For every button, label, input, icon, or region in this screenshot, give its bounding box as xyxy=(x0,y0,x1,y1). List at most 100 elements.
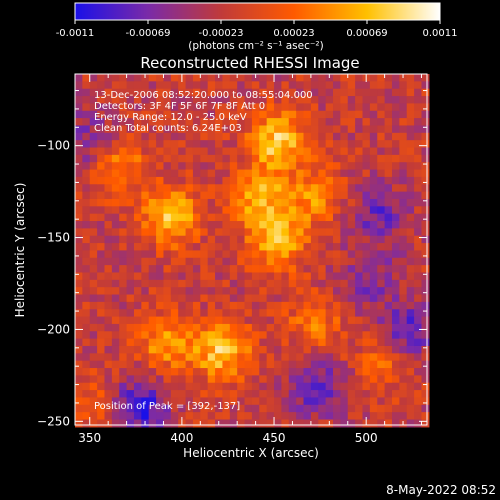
heatmap-cell xyxy=(244,287,253,296)
heatmap-cell xyxy=(414,345,423,354)
heatmap-cell xyxy=(97,154,106,163)
heatmap-cell xyxy=(89,96,98,104)
heatmap-cell xyxy=(141,125,150,134)
heatmap-cell xyxy=(111,235,120,244)
heatmap-cell xyxy=(133,301,142,310)
heatmap-cell xyxy=(170,243,179,252)
heatmap-cell xyxy=(141,96,150,104)
heatmap-cell xyxy=(384,368,393,376)
heatmap-cell xyxy=(384,390,393,399)
heatmap-cell xyxy=(111,221,120,229)
heatmap-cell xyxy=(310,316,319,325)
heatmap-cell xyxy=(274,243,283,252)
heatmap-cell xyxy=(266,360,275,369)
heatmap-cell xyxy=(185,375,194,384)
heatmap-cell xyxy=(170,81,179,90)
heatmap-cell xyxy=(296,250,305,259)
heatmap-cell xyxy=(303,132,312,141)
heatmap-cell xyxy=(185,206,194,215)
heatmap-cell xyxy=(82,176,91,185)
heatmap-cell xyxy=(266,243,275,252)
heatmap-cell xyxy=(163,309,172,318)
heatmap-cell xyxy=(266,257,275,266)
heatmap-cell xyxy=(207,309,216,318)
heatmap-cell xyxy=(384,228,393,237)
heatmap-cell xyxy=(288,287,297,296)
heatmap-cell xyxy=(347,213,356,222)
heatmap-cell xyxy=(75,125,83,134)
heatmap-cell xyxy=(133,221,142,229)
heatmap-cell xyxy=(288,198,297,207)
heatmap-cell xyxy=(266,265,275,274)
heatmap-cell xyxy=(333,412,341,421)
heatmap-cell xyxy=(148,338,157,347)
heatmap-cell xyxy=(229,132,238,141)
heatmap-cell xyxy=(119,257,128,266)
heatmap-cell xyxy=(104,221,113,229)
heatmap-cell xyxy=(148,132,157,141)
heatmap-cell xyxy=(111,110,120,119)
heatmap-cell xyxy=(126,228,135,237)
heatmap-cell xyxy=(222,221,231,229)
heatmap-cell xyxy=(148,412,157,421)
heatmap-cell xyxy=(75,213,83,222)
heatmap-cell xyxy=(355,301,364,310)
heatmap-cell xyxy=(347,368,356,376)
heatmap-cell xyxy=(126,140,135,149)
heatmap-cell xyxy=(89,250,98,259)
heatmap-cell xyxy=(303,81,312,90)
heatmap-cell xyxy=(156,191,165,200)
heatmap-cell xyxy=(89,125,98,134)
heatmap-cell xyxy=(163,294,172,303)
heatmap-cell xyxy=(133,360,142,369)
heatmap-cell xyxy=(75,140,83,149)
heatmap-cell xyxy=(399,323,408,332)
heatmap-cell xyxy=(126,382,135,391)
heatmap-cell xyxy=(156,162,165,171)
heatmap-cell xyxy=(104,81,113,90)
heatmap-cell xyxy=(303,360,312,369)
heatmap-cell xyxy=(310,169,319,178)
heatmap-cell xyxy=(406,96,415,104)
heatmap-cell xyxy=(133,265,142,274)
heatmap-cell xyxy=(163,390,172,399)
heatmap-cell xyxy=(421,353,430,362)
heatmap-cell xyxy=(296,345,305,354)
heatmap-cell xyxy=(75,221,83,229)
heatmap-cell xyxy=(237,309,246,318)
heatmap-cell xyxy=(244,279,253,288)
heatmap-cell xyxy=(192,390,201,399)
heatmap-cell xyxy=(141,169,150,178)
heatmap-cell xyxy=(399,375,408,384)
heatmap-cell xyxy=(141,228,150,237)
heatmap-cell xyxy=(355,272,364,281)
heatmap-cell xyxy=(333,250,341,259)
heatmap-cell xyxy=(192,154,201,163)
heatmap-cell xyxy=(156,250,165,259)
heatmap-cell xyxy=(215,257,224,266)
heatmap-cell xyxy=(325,323,334,332)
heatmap-cell xyxy=(156,221,165,229)
heatmap-cell xyxy=(266,353,275,362)
heatmap-cell xyxy=(185,345,194,354)
heatmap-cell xyxy=(192,125,201,134)
heatmap-cell xyxy=(133,279,142,288)
heatmap-cell xyxy=(222,243,231,252)
heatmap-cell xyxy=(75,360,83,369)
heatmap-cell xyxy=(97,412,106,421)
heatmap-cell xyxy=(104,96,113,104)
heatmap-cell xyxy=(318,103,327,112)
heatmap-cell xyxy=(104,265,113,274)
heatmap-cell xyxy=(229,360,238,369)
heatmap-cell xyxy=(222,331,231,340)
heatmap-cell xyxy=(163,154,172,163)
heatmap-cell xyxy=(288,323,297,332)
heatmap-cell xyxy=(406,176,415,185)
heatmap-cell xyxy=(347,419,356,428)
heatmap-cell xyxy=(406,250,415,259)
heatmap-cell xyxy=(369,243,378,252)
heatmap-cell xyxy=(347,206,356,215)
heatmap-cell xyxy=(259,81,268,90)
heatmap-cell xyxy=(318,301,327,310)
heatmap-cell xyxy=(259,221,268,229)
